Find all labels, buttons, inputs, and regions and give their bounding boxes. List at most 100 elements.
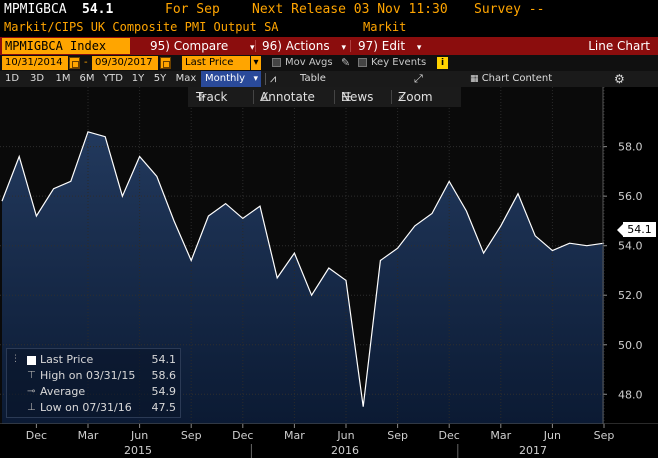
chevron-down-icon: ▾ — [250, 43, 255, 53]
legend-low: ⊥ Low on 07/31/16 47.5 — [7, 400, 182, 415]
command-bar: MPMIGBCA Index 95) Compare ▾ 96) Actions… — [0, 37, 658, 55]
x-tick-label: Jun — [336, 429, 354, 442]
ticker-symbol: MPMIGBCA — [4, 2, 67, 17]
legend-high-value: 58.6 — [151, 369, 177, 382]
price-chart[interactable]: 58.0 56.0 54.0 52.0 50.0 48.0 Dec Mar Jun Sep Dec M… — [0, 87, 658, 458]
pencil-icon[interactable]: ✎ — [341, 56, 351, 69]
y-tick-label: 56.0 — [618, 190, 643, 203]
chart-type-label[interactable]: Line Chart — [588, 39, 650, 53]
period-5y[interactable]: 5Y — [153, 73, 167, 84]
chart-legend: ⋮ Last Price 54.1 ⊤ High on 03/31/15 58.… — [6, 348, 181, 418]
gear-icon[interactable]: ⚙ — [614, 72, 625, 86]
x-tick-label: Dec — [232, 429, 253, 442]
compare-num: 95) — [150, 39, 170, 53]
next-release-label: Next Release 03 Nov 11:30 — [252, 2, 448, 17]
divider — [265, 73, 266, 85]
chart-content-button[interactable]: ▦ Chart Content — [470, 71, 552, 87]
period-1y[interactable]: 1Y — [131, 73, 145, 84]
search-icon: ⌕ — [398, 90, 405, 104]
period-6m[interactable]: 6M — [79, 73, 95, 84]
price-field-dropdown[interactable]: ▾ — [251, 56, 261, 70]
price-field-select[interactable]: Last Price — [182, 56, 250, 70]
chart-content-icon: ▦ — [470, 74, 479, 84]
track-label: Track — [196, 90, 228, 104]
info-icon[interactable]: i — [437, 57, 448, 69]
average-marker-icon: ⊸ — [27, 386, 36, 397]
x-tick-label: Sep — [387, 429, 408, 442]
edit-label: Edit — [381, 39, 406, 53]
period-ytd[interactable]: YTD — [103, 73, 123, 84]
table-button[interactable]: Table — [300, 73, 326, 84]
chart-content-label: Chart Content — [481, 73, 553, 84]
x-tick-label: Sep — [181, 429, 202, 442]
period-label: For Sep — [165, 2, 220, 17]
legend-low-label: Low on 07/31/16 — [40, 401, 132, 414]
frequency-dropdown[interactable]: Monthly ▾ — [201, 71, 261, 87]
x-tick-label: Jun — [130, 429, 148, 442]
compare-label: Compare — [173, 39, 229, 53]
calendar-icon[interactable] — [69, 57, 80, 69]
legend-last-price-label: Last Price — [40, 353, 94, 366]
legend-handle-icon: ⋮ — [11, 354, 20, 364]
period-bar: 1D 3D 1M 6M YTD 1Y 5Y Max Monthly ▾ ⩘ Ta… — [0, 71, 658, 87]
x-year-label: 2016 — [331, 444, 359, 457]
crosshair-icon: ✛ — [196, 90, 207, 104]
divider — [350, 40, 351, 52]
series-line — [1, 131, 605, 407]
mov-avgs-checkbox[interactable] — [272, 58, 281, 67]
legend-last-price-value: 54.1 — [151, 353, 177, 366]
divider — [334, 90, 335, 104]
x-tick-label: Mar — [78, 429, 99, 442]
period-3d[interactable]: 3D — [29, 73, 45, 84]
data-source: Markit — [363, 20, 407, 34]
compare-button[interactable]: 95) Compare ▾ — [150, 37, 255, 55]
current-value-label: 54.1 — [617, 222, 656, 237]
annotate-icon: ∠ — [260, 90, 271, 104]
security-subheader: Markit/CIPS UK Composite PMI Output SA M… — [0, 19, 658, 36]
legend-last-price: ⋮ Last Price 54.1 — [7, 352, 182, 367]
edit-button[interactable]: 97) Edit ▾ — [358, 37, 421, 55]
security-field[interactable]: MPMIGBCA Index — [2, 38, 130, 54]
date-dash: - — [84, 57, 88, 68]
chevron-down-icon: ▾ — [341, 43, 346, 53]
chart-icon[interactable]: ⩘ — [270, 72, 277, 85]
chart-area[interactable]: 58.0 56.0 54.0 52.0 50.0 48.0 Dec Mar Jun Sep Dec M… — [0, 87, 658, 458]
frequency-label: Monthly — [205, 73, 246, 84]
chart-tools: ✛ Track ∠ Annotate ☰ News ⌕ Zoom — [188, 87, 461, 107]
x-tick-label: Sep — [594, 429, 615, 442]
security-header: MPMIGBCA 54.1 For Sep Next Release 03 No… — [0, 0, 658, 19]
x-tick-label: Mar — [490, 429, 511, 442]
end-date-field[interactable]: 09/30/2017 — [92, 56, 158, 70]
calendar-icon[interactable] — [160, 57, 171, 69]
expand-icon[interactable]: ⤢ — [414, 72, 423, 85]
period-max[interactable]: Max — [175, 73, 197, 84]
y-tick-label: 48.0 — [618, 388, 643, 401]
legend-swatch — [27, 356, 36, 365]
x-tick-label: Jun — [543, 429, 561, 442]
divider — [391, 90, 392, 104]
key-events-checkbox[interactable] — [358, 58, 367, 67]
y-tick-label: 54.0 — [618, 240, 643, 253]
legend-low-value: 47.5 — [151, 401, 177, 414]
y-tick-label: 50.0 — [618, 339, 643, 352]
actions-label: Actions — [285, 39, 330, 53]
start-date-field[interactable]: 10/31/2014 — [2, 56, 68, 70]
period-1d[interactable]: 1D — [4, 73, 20, 84]
legend-average-value: 54.9 — [151, 385, 177, 398]
chevron-down-icon: ▾ — [416, 43, 422, 53]
zoom-label: Zoom — [398, 90, 433, 104]
divider — [255, 40, 256, 52]
x-tick-label: Mar — [284, 429, 305, 442]
x-year-label: 2015 — [124, 444, 152, 457]
news-icon: ☰ — [341, 90, 352, 104]
survey-label: Survey -- — [474, 2, 545, 17]
actions-num: 96) — [262, 39, 282, 53]
y-tick-label: 52.0 — [618, 289, 643, 302]
legend-high: ⊤ High on 03/31/15 58.6 — [7, 368, 182, 383]
actions-button[interactable]: 96) Actions ▾ — [262, 37, 346, 55]
period-1m[interactable]: 1M — [55, 73, 71, 84]
high-marker-icon: ⊤ — [27, 370, 36, 381]
y-tick-label: 58.0 — [618, 141, 643, 154]
x-tick-label: Dec — [26, 429, 47, 442]
x-year-label: 2017 — [519, 444, 547, 457]
